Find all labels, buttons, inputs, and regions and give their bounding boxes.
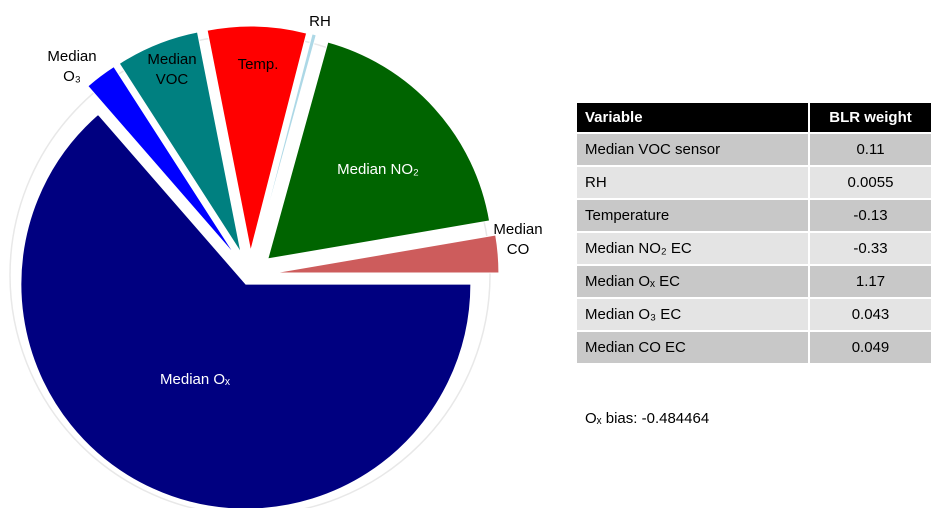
bias-note: Oₓ bias: -0.484464	[585, 410, 710, 427]
table-cell: Median CO EC	[577, 330, 810, 363]
slice-label: Temp.	[237, 56, 279, 73]
slice-label: Median Oₓ	[160, 371, 230, 388]
slice-label: Median NO₂	[337, 161, 419, 178]
weights-table: Variable BLR weight Median VOC sensor 0.1…	[577, 103, 931, 363]
table-cell: 0.11	[809, 132, 931, 166]
table-cell: 0.049	[809, 330, 931, 363]
table-row: RH 0.0055	[577, 165, 931, 199]
table-cell: Median NO₂ EC	[577, 231, 810, 265]
pie-slice	[20, 113, 472, 508]
header-cell: Variable	[577, 103, 810, 133]
table-row: Median NO₂ EC -0.33	[577, 231, 931, 265]
table-cell: RH	[577, 165, 810, 199]
table-row: Median CO EC 0.049	[577, 330, 931, 363]
pie-chart	[9, 25, 500, 508]
table-row: Temperature -0.13	[577, 198, 931, 232]
header-cell: BLR weight	[809, 103, 931, 133]
pie-slice	[87, 65, 237, 257]
table-cell: -0.13	[809, 198, 931, 232]
pie-slice	[273, 234, 500, 274]
table-cell: -0.33	[809, 231, 931, 265]
table-row: Median VOC sensor 0.11	[577, 132, 931, 166]
slice-label: Median VOC	[147, 51, 197, 88]
slice-label: Median O₃	[47, 48, 97, 85]
table-cell: Temperature	[577, 198, 810, 232]
pie-slice	[118, 31, 242, 254]
pie-slice	[267, 41, 491, 260]
table-cell: 0.043	[809, 297, 931, 331]
table-cell: Median O₃ EC	[577, 297, 810, 331]
table-cell: Median VOC sensor	[577, 132, 810, 166]
pie-slice	[255, 33, 317, 252]
pie-slice	[206, 25, 308, 252]
table-cell: Median Oₓ EC	[577, 264, 810, 298]
table-cell: 1.17	[809, 264, 931, 298]
slice-label: Median CO	[493, 221, 543, 258]
table-row: Median Oₓ EC 1.17	[577, 264, 931, 298]
table-row: Median O₃ EC 0.043	[577, 297, 931, 331]
slice-label: RH	[309, 13, 331, 30]
table-cell: 0.0055	[809, 165, 931, 199]
